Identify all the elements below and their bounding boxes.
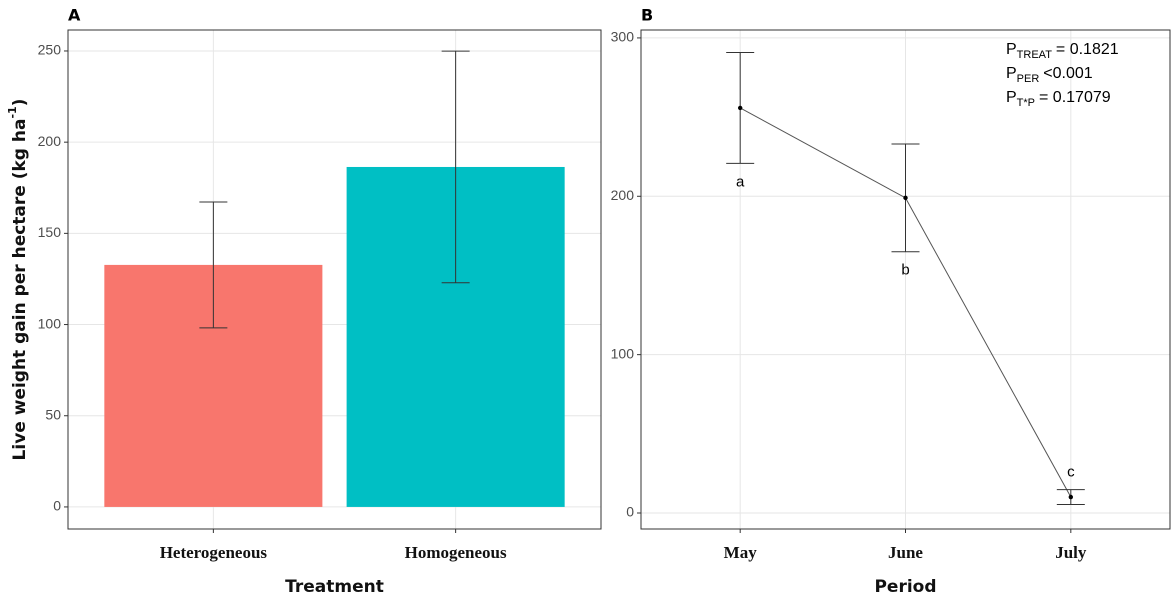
x-tick-label: Homogeneous	[405, 543, 507, 562]
x-axis-title: Treatment	[285, 577, 384, 597]
annotation: PT*P = 0.17079	[1006, 89, 1111, 109]
panel-label: B	[641, 6, 653, 25]
point-label: a	[736, 173, 745, 190]
y-title-text: Live weight gain per hectare (kg ha	[10, 119, 30, 461]
plot-border	[640, 29, 1171, 530]
y-tick-label: 0	[53, 498, 61, 514]
ann-text: <0.001	[1043, 65, 1092, 82]
y-tick-label: 250	[38, 42, 62, 58]
point-label: b	[901, 262, 909, 279]
point-label: c	[1067, 464, 1075, 481]
x-tick-label: June	[888, 543, 923, 562]
y-tick-label: 300	[611, 29, 635, 45]
point	[737, 105, 743, 111]
y-title-end: )	[10, 99, 30, 107]
annotation: PTREAT = 0.1821	[1006, 41, 1119, 61]
x-tick-label: May	[724, 543, 758, 562]
y-tick-label: 150	[38, 224, 62, 240]
ann-sub: PER	[1017, 73, 1040, 85]
ann-text: = 0.1821	[1056, 41, 1119, 58]
annotation: PPER <0.001	[1006, 65, 1093, 85]
y-tick-label: 200	[38, 133, 62, 149]
x-axis-title: Period	[874, 577, 936, 597]
ann-p: P	[1006, 41, 1017, 58]
y-tick-label: 50	[45, 406, 61, 422]
point	[1068, 494, 1074, 500]
y-axis-title: Live weight gain per hectare (kg ha-1)	[6, 99, 30, 461]
x-tick-label: Heterogeneous	[160, 543, 268, 562]
y-tick-label: 100	[611, 345, 635, 361]
ann-p: P	[1006, 65, 1017, 82]
ann-sub: TREAT	[1017, 49, 1053, 61]
y-tick-label: 100	[38, 315, 62, 331]
y-tick-label: 200	[611, 187, 635, 203]
point	[903, 195, 908, 201]
y-title-sup: -1	[6, 106, 19, 118]
ann-p: P	[1006, 89, 1017, 106]
plot-border	[67, 29, 602, 530]
panel-label: A	[68, 6, 81, 25]
ann-sub: T*P	[1017, 97, 1035, 109]
x-tick-label: July	[1055, 543, 1087, 562]
y-tick-label: 0	[626, 504, 634, 520]
ann-text: = 0.17079	[1039, 89, 1111, 106]
